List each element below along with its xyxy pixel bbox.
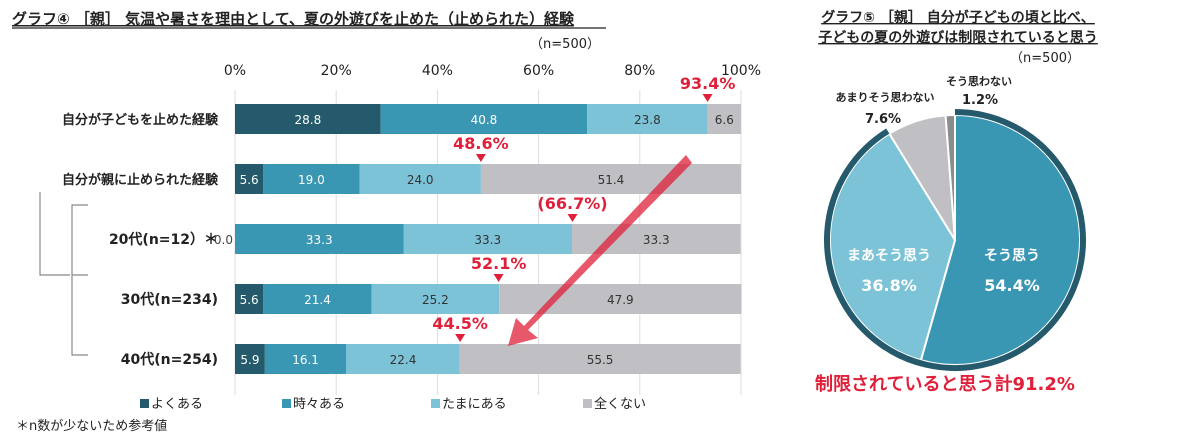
x-tick-label: 0% bbox=[224, 63, 246, 79]
bar-segment bbox=[707, 104, 741, 134]
pie-summary: 制限されていると思う計91.2% bbox=[815, 373, 1075, 395]
pie-label: そう思う bbox=[984, 248, 1040, 264]
pie-highlight-arc bbox=[824, 109, 1086, 371]
bar-segment bbox=[235, 104, 381, 134]
bar-segment bbox=[403, 224, 572, 254]
bar-segment bbox=[263, 164, 360, 194]
total-marker-icon bbox=[702, 94, 713, 102]
pie-title-line: グラフ⑤ ［親］ 自分が子どもの頃と比べ、 bbox=[821, 9, 1095, 26]
total-label: 48.6% bbox=[453, 134, 509, 153]
pie-sample-size: （n=500） bbox=[1010, 51, 1080, 66]
pie-slice bbox=[944, 113, 956, 241]
total-marker-icon bbox=[567, 214, 578, 222]
age-bracket bbox=[71, 204, 88, 356]
trend-arrow-icon bbox=[508, 155, 692, 346]
x-tick-label: 20% bbox=[321, 63, 352, 79]
bar-value-label: 25.2 bbox=[422, 293, 449, 307]
x-tick-label: 100% bbox=[721, 63, 761, 79]
pie-slice bbox=[919, 113, 1081, 366]
bar-segment bbox=[499, 284, 742, 314]
pie-value: 36.8% bbox=[861, 276, 917, 295]
legend-label: よくある bbox=[151, 397, 203, 412]
bar-segment bbox=[263, 284, 372, 314]
bar-value-label: 55.5 bbox=[587, 353, 614, 367]
bar-value-label: 40.8 bbox=[471, 113, 498, 127]
pie-label: そう思わない bbox=[946, 75, 1012, 88]
total-label: (66.7%) bbox=[537, 194, 607, 213]
bar-value-label: 47.9 bbox=[607, 293, 634, 307]
bar-value-label: 22.4 bbox=[390, 353, 417, 367]
x-tick-label: 80% bbox=[624, 63, 655, 79]
legend-swatch bbox=[583, 399, 592, 408]
category-label: 自分が親に止められた経験 bbox=[62, 172, 219, 188]
bar-sample-size: （n=500） bbox=[530, 37, 600, 52]
bar-value-label: 0.0 bbox=[214, 233, 233, 247]
total-marker-icon bbox=[493, 274, 504, 282]
pie-label: まあそう思う bbox=[847, 248, 931, 264]
pie-value: 54.4% bbox=[984, 276, 1040, 295]
bar-segment bbox=[459, 344, 741, 374]
pie-title-line: 子どもの夏の外遊びは制限されていると思う bbox=[818, 29, 1098, 46]
bar-segment bbox=[346, 344, 460, 374]
bar-segment bbox=[235, 344, 265, 374]
bar-segment bbox=[235, 284, 264, 314]
bar-value-label: 33.3 bbox=[474, 233, 501, 247]
category-label: 40代(n=254) bbox=[121, 351, 218, 368]
bar-segment bbox=[380, 104, 588, 134]
bar-segment bbox=[480, 164, 741, 194]
bar-segment bbox=[235, 164, 264, 194]
bar-value-label: 5.9 bbox=[240, 353, 259, 367]
legend-label: 時々ある bbox=[293, 397, 345, 412]
footnote: ＊n数が少ないため参考値 bbox=[16, 418, 167, 434]
category-label: 自分が子どもを止めた経験 bbox=[62, 112, 219, 128]
category-label: 30代(n=234) bbox=[121, 291, 218, 308]
total-label: 52.1% bbox=[471, 254, 527, 273]
bar-value-label: 24.0 bbox=[407, 173, 434, 187]
legend-swatch bbox=[140, 399, 149, 408]
bar-chart-title: グラフ④ ［親］ 気温や暑さを理由として、夏の外遊びを止めた（止められた）経験 bbox=[12, 10, 575, 28]
bar-value-label: 51.4 bbox=[598, 173, 625, 187]
bar-value-label: 16.1 bbox=[292, 353, 319, 367]
pie-value: 7.6% bbox=[865, 112, 901, 127]
category-label: 20代(n=12）＊ bbox=[109, 231, 218, 248]
bar-value-label: 33.3 bbox=[306, 233, 333, 247]
bar-value-label: 6.6 bbox=[715, 113, 734, 127]
legend-swatch bbox=[282, 399, 291, 408]
legend-label: 全くない bbox=[594, 396, 646, 412]
bar-value-label: 33.3 bbox=[643, 233, 670, 247]
legend-label: たまにある bbox=[442, 397, 507, 412]
bar-segment bbox=[371, 284, 500, 314]
total-marker-icon bbox=[475, 154, 486, 162]
bar-value-label: 19.0 bbox=[298, 173, 325, 187]
pie-value: 1.2% bbox=[962, 93, 998, 108]
group-bracket bbox=[39, 192, 70, 276]
total-label: 93.4% bbox=[680, 74, 736, 93]
bar-value-label: 21.4 bbox=[304, 293, 331, 307]
legend-swatch bbox=[431, 399, 440, 408]
bar-segment bbox=[359, 164, 481, 194]
bar-segment bbox=[235, 224, 404, 254]
x-tick-label: 60% bbox=[523, 63, 554, 79]
total-label: 44.5% bbox=[432, 314, 488, 333]
bar-value-label: 5.6 bbox=[240, 173, 259, 187]
pie-label: あまりそう思わない bbox=[836, 91, 935, 104]
bar-segment bbox=[264, 344, 347, 374]
bar-value-label: 23.8 bbox=[634, 113, 661, 127]
bar-value-label: 5.6 bbox=[240, 293, 259, 307]
bar-segment bbox=[587, 104, 708, 134]
x-tick-label: 40% bbox=[422, 63, 453, 79]
total-marker-icon bbox=[455, 334, 466, 342]
bar-value-label: 28.8 bbox=[295, 113, 322, 127]
